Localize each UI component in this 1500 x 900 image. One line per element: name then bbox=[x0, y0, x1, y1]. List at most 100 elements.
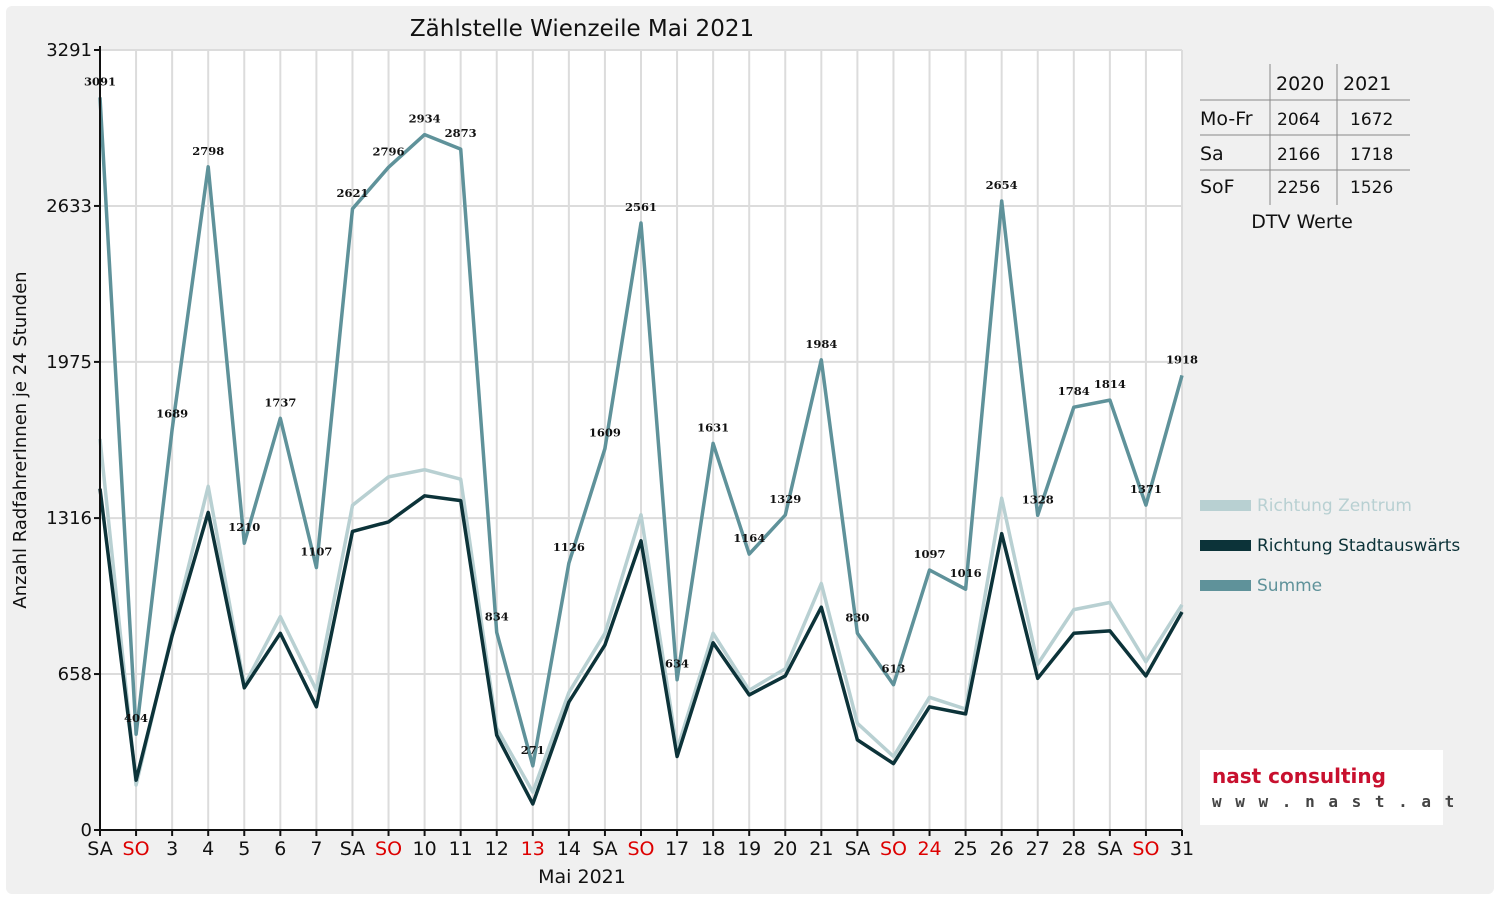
data-label: 1814 bbox=[1094, 377, 1126, 391]
x-tick-label: 21 bbox=[809, 838, 833, 860]
legend-swatch-summe bbox=[1200, 580, 1251, 591]
table-row-label: SoF bbox=[1200, 176, 1235, 198]
y-tick-label: 3291 bbox=[46, 40, 92, 61]
logo-background bbox=[1200, 750, 1443, 825]
data-label: 634 bbox=[665, 657, 689, 671]
series-line-summe bbox=[98, 97, 1184, 768]
table-header-2020: 2020 bbox=[1276, 73, 1324, 95]
data-label: 271 bbox=[521, 743, 545, 757]
x-tick-label: SA bbox=[340, 838, 365, 860]
data-label: 613 bbox=[881, 662, 905, 676]
data-labels: 3091404168927981210173711072621279629342… bbox=[84, 74, 1198, 756]
data-label: 1631 bbox=[697, 420, 729, 434]
x-tick-label: 17 bbox=[665, 838, 689, 860]
x-tick-label: SO bbox=[123, 838, 150, 860]
table-cell: 1672 bbox=[1350, 110, 1393, 130]
data-label: 1016 bbox=[950, 566, 982, 580]
x-tick-label: SA bbox=[592, 838, 617, 860]
table-cell: 1718 bbox=[1350, 145, 1393, 165]
x-tick-label: 7 bbox=[310, 838, 322, 860]
x-tick-label: 18 bbox=[701, 838, 725, 860]
data-label: 2654 bbox=[986, 178, 1018, 192]
data-label: 1984 bbox=[805, 337, 837, 351]
legend-label-stadtauswaerts: Richtung Stadtauswärts bbox=[1257, 536, 1460, 556]
data-label: 1164 bbox=[733, 531, 765, 545]
x-tick-label: 6 bbox=[274, 838, 286, 860]
x-tick-label: 19 bbox=[737, 838, 761, 860]
data-label: 2798 bbox=[192, 144, 224, 158]
data-label: 2796 bbox=[373, 144, 405, 158]
table-caption: DTV Werte bbox=[1251, 211, 1353, 233]
data-label: 1126 bbox=[553, 540, 585, 554]
x-tick-label: 20 bbox=[773, 838, 797, 860]
data-label: 1097 bbox=[914, 547, 946, 561]
data-label: 1210 bbox=[228, 520, 260, 534]
series-line-zentrum bbox=[98, 438, 1184, 794]
legend-label-summe: Summe bbox=[1257, 576, 1322, 596]
data-label: 1328 bbox=[1022, 492, 1054, 506]
table-cell: 2064 bbox=[1277, 110, 1320, 130]
data-label: 1784 bbox=[1058, 384, 1090, 398]
data-label: 2561 bbox=[625, 200, 657, 214]
x-tick-label: SA bbox=[845, 838, 870, 860]
series-line-stadtauswaerts bbox=[98, 488, 1184, 806]
logo-main-text: nast consulting bbox=[1212, 764, 1386, 788]
legend-swatch-stadtauswaerts bbox=[1200, 540, 1251, 551]
x-tick-label: SO bbox=[1132, 838, 1159, 860]
x-ticks: SA SO 3 4 5 6 7 SA SO 10 11 12 13 14 SA SO 17 18 19 20 21 SA S… bbox=[87, 830, 1194, 860]
x-tick-label: 11 bbox=[449, 838, 473, 860]
y-tick-label: 1316 bbox=[46, 508, 92, 529]
x-tick-label: 5 bbox=[238, 838, 250, 860]
data-label: 830 bbox=[845, 610, 869, 624]
data-label: 1329 bbox=[769, 492, 801, 506]
x-tick-label: 27 bbox=[1026, 838, 1050, 860]
data-label: 1371 bbox=[1130, 482, 1162, 496]
x-tick-label: 25 bbox=[954, 838, 978, 860]
x-axis-label: Mai 2021 bbox=[538, 866, 626, 888]
x-tick-label: SO bbox=[880, 838, 907, 860]
x-tick-label: 31 bbox=[1170, 838, 1194, 860]
x-tick-label: SA bbox=[1097, 838, 1122, 860]
x-tick-label: 14 bbox=[557, 838, 581, 860]
chart-title: Zählstelle Wienzeile Mai 2021 bbox=[410, 16, 754, 42]
x-tick-label: SO bbox=[375, 838, 402, 860]
data-label: 1918 bbox=[1166, 352, 1198, 366]
y-tick-label: 658 bbox=[58, 664, 92, 685]
data-label: 1107 bbox=[300, 545, 332, 559]
legend: Richtung Zentrum Richtung Stadtauswärts … bbox=[1200, 496, 1460, 596]
dtv-table: 2020 2021 Mo-Fr 2064 1672 Sa 2166 1718 S… bbox=[1200, 64, 1410, 233]
data-label: 1737 bbox=[264, 395, 296, 409]
y-ticks: 0 658 1316 1975 2633 3291 bbox=[46, 40, 100, 841]
data-label: 1609 bbox=[589, 426, 621, 440]
x-tick-label: SA bbox=[87, 838, 112, 860]
x-tick-label: 10 bbox=[413, 838, 437, 860]
data-label: 834 bbox=[485, 609, 509, 623]
x-tick-label: 13 bbox=[521, 838, 545, 860]
nast-consulting-logo: nast consulting w w w . n a s t . a t bbox=[1200, 750, 1456, 825]
data-label: 2621 bbox=[336, 186, 368, 200]
table-row-label: Sa bbox=[1200, 143, 1224, 165]
y-axis-label: Anzahl RadfahrerInnen je 24 Stunden bbox=[10, 271, 31, 608]
y-tick-label: 1975 bbox=[46, 352, 92, 373]
x-tick-label: 26 bbox=[990, 838, 1014, 860]
table-cell: 1526 bbox=[1350, 178, 1393, 198]
data-label: 2873 bbox=[445, 126, 477, 140]
table-row-label: Mo-Fr bbox=[1200, 108, 1253, 130]
series-lines bbox=[98, 97, 1184, 806]
table-cell: 2166 bbox=[1277, 145, 1320, 165]
legend-swatch-zentrum bbox=[1200, 500, 1251, 511]
legend-label-zentrum: Richtung Zentrum bbox=[1257, 496, 1412, 516]
x-tick-label: 12 bbox=[485, 838, 509, 860]
y-tick-label: 2633 bbox=[46, 196, 92, 217]
data-label: 404 bbox=[124, 711, 148, 725]
data-label: 1689 bbox=[156, 407, 188, 421]
x-tick-label: 28 bbox=[1062, 838, 1086, 860]
x-tick-label: 24 bbox=[917, 838, 941, 860]
logo-sub-text: w w w . n a s t . a t bbox=[1212, 792, 1456, 811]
x-tick-label: 3 bbox=[166, 838, 178, 860]
table-header-2021: 2021 bbox=[1343, 73, 1391, 95]
x-tick-label: SO bbox=[627, 838, 654, 860]
table-cell: 2256 bbox=[1277, 178, 1320, 198]
x-tick-label: 4 bbox=[202, 838, 214, 860]
